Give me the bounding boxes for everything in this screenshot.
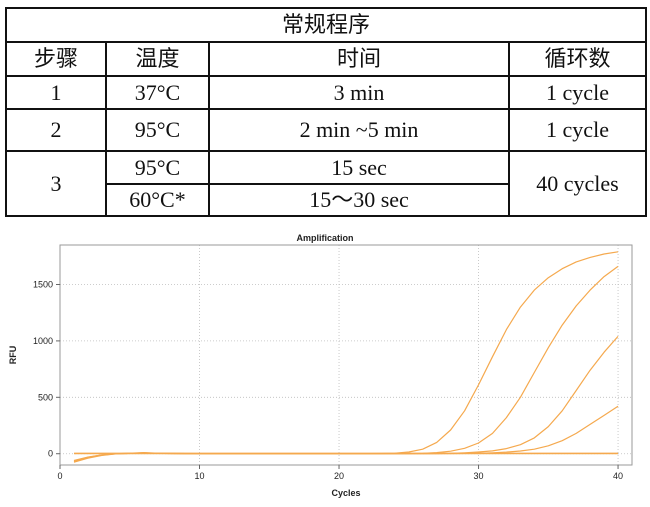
step3-cycles: 40 cycles: [507, 150, 648, 217]
amplification-curve-1: [73, 251, 619, 462]
step1-time: 3 min: [208, 75, 510, 110]
x-tick-label: 0: [57, 471, 62, 481]
y-tick-label: 500: [38, 392, 53, 402]
step3-number: 3: [5, 150, 107, 217]
step2-number: 2: [5, 108, 107, 152]
x-tick-label: 10: [195, 471, 205, 481]
x-tick-label: 20: [334, 471, 344, 481]
series-lines: [73, 251, 619, 463]
step3-time-anneal: 15～30 sec: [208, 183, 510, 217]
y-tick-label: 1500: [33, 279, 53, 289]
amplification-curve-2: [73, 265, 619, 463]
axis-ticks: 0 10 20 30 40 0 500 1000 1500: [33, 279, 623, 481]
x-tick-label: 40: [613, 471, 623, 481]
step2-time: 2 min ~5 min: [208, 108, 510, 152]
step3-time-denature: 15 sec: [208, 150, 510, 185]
plot-frame: [59, 244, 633, 466]
step1-number: 1: [5, 75, 107, 110]
step2-temperature: 95°C: [105, 108, 210, 152]
step3-temperature-anneal: 60°C*: [105, 183, 210, 217]
header-step: 步骤: [5, 41, 107, 77]
y-tick-label: 1000: [33, 336, 53, 346]
amplification-curve-3: [73, 336, 619, 463]
step2-cycles: 1 cycle: [507, 108, 648, 152]
chart-title: Amplification: [296, 233, 353, 243]
header-cycles: 循环数: [507, 41, 648, 77]
table-title: 常规程序: [4, 7, 648, 43]
step1-temperature: 37°C: [105, 75, 210, 110]
header-time: 时间: [208, 41, 510, 77]
y-tick-label: 0: [48, 449, 53, 459]
protocol-table: 常规程序 步骤 温度 时间 循环数 1 37°C 3 min 1 cycle 2…: [4, 7, 648, 217]
step3-temperature-denature: 95°C: [105, 150, 210, 185]
step1-cycles: 1 cycle: [507, 75, 648, 110]
header-temperature: 温度: [105, 41, 210, 77]
y-axis-label: RFU: [8, 346, 18, 365]
x-tick-label: 30: [474, 471, 484, 481]
grid: [60, 245, 632, 465]
x-axis-label: Cycles: [331, 488, 360, 498]
